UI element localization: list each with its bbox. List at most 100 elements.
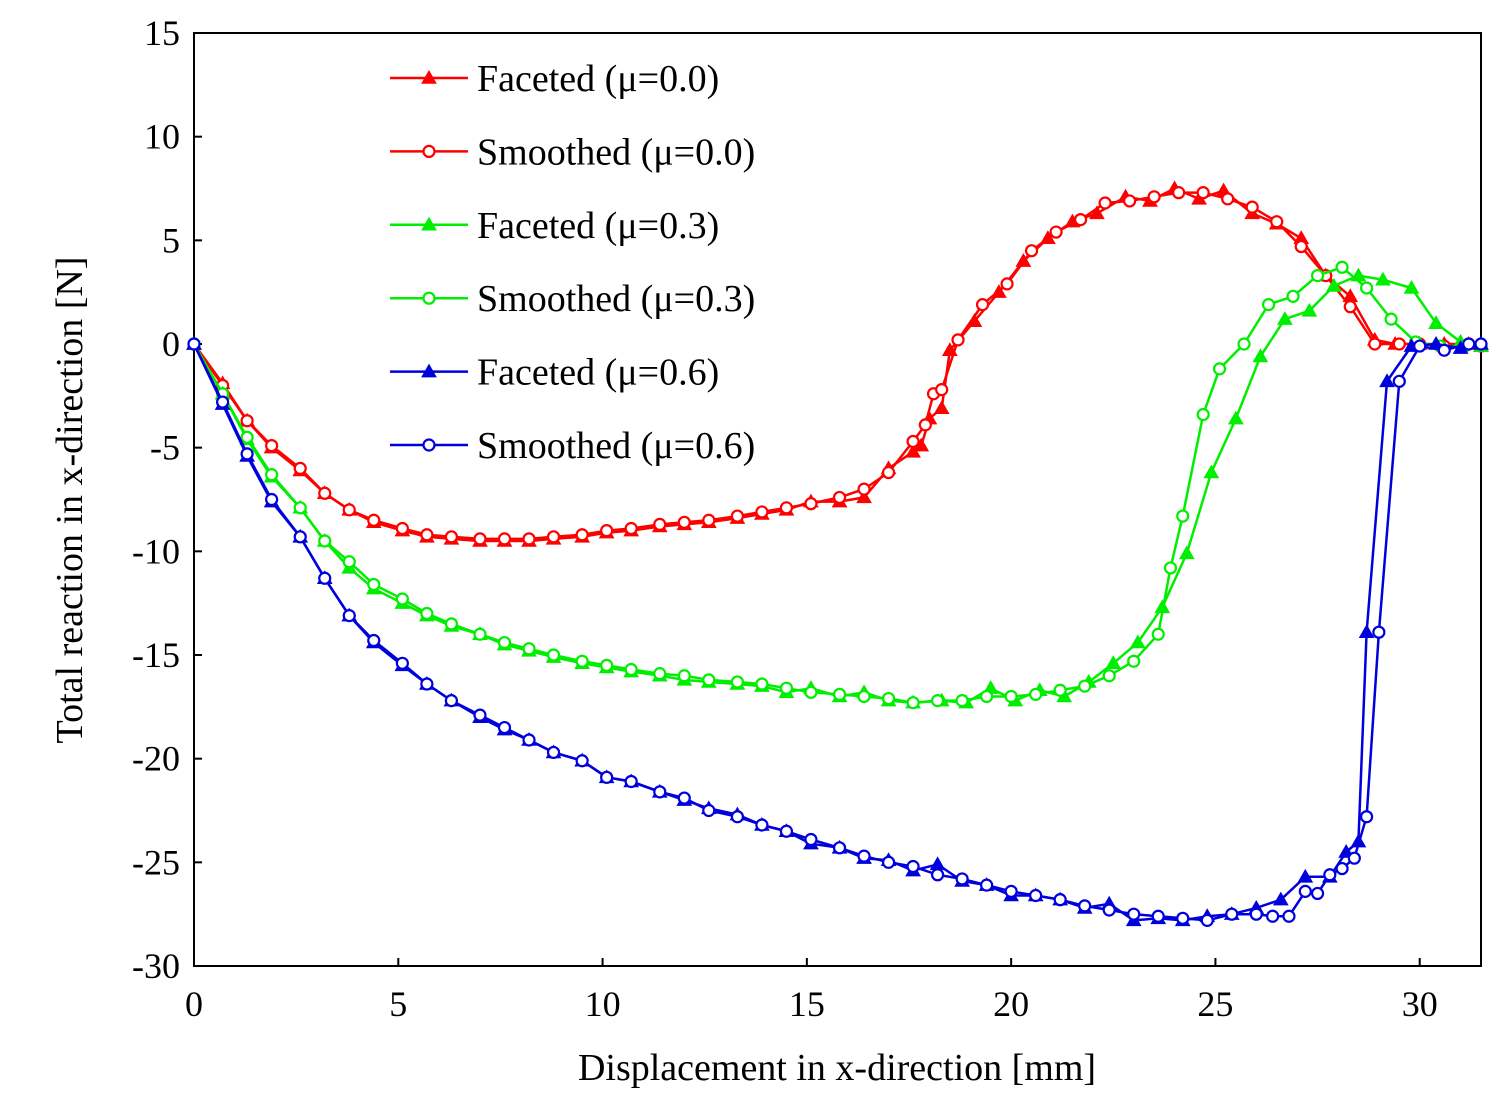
circle-marker: [1029, 888, 1043, 903]
circle-marker: [1249, 907, 1263, 921]
circle-marker: [935, 383, 949, 397]
circle-marker: [240, 447, 254, 461]
legend-swatch-marker: [422, 144, 436, 158]
legend-label: Smoothed (μ=0.0): [477, 131, 755, 173]
series-5: [186, 335, 1489, 927]
legend-swatch-marker: [421, 363, 437, 378]
circle-marker: [906, 696, 920, 710]
circle-marker: [881, 465, 896, 480]
circle-marker: [755, 677, 769, 691]
triangle-marker: [1178, 545, 1195, 560]
circle-marker: [420, 677, 434, 691]
circle-marker: [1335, 861, 1349, 876]
circle-marker: [546, 648, 561, 662]
y-tick-label: -25: [132, 842, 180, 882]
circle-marker: [187, 337, 201, 351]
circle-marker: [342, 555, 356, 569]
circle-marker: [918, 418, 932, 432]
circle-marker: [951, 333, 965, 347]
circle-marker: [575, 754, 589, 768]
circle-marker: [653, 517, 667, 531]
circle-marker: [1163, 561, 1178, 575]
series-line: [192, 191, 1482, 541]
circle-marker: [497, 532, 512, 546]
circle-marker: [1004, 689, 1018, 704]
circle-marker: [497, 635, 512, 650]
circle-marker: [395, 656, 409, 670]
circle-marker: [1000, 277, 1014, 291]
circle-marker: [779, 681, 794, 695]
y-tick-label: -5: [150, 428, 180, 468]
legend-item: Faceted (μ=0.3): [390, 205, 719, 247]
circle-marker: [342, 503, 356, 517]
triangle-marker: [933, 400, 950, 415]
circle-marker: [1384, 312, 1398, 326]
x-tick-label: 25: [1197, 984, 1233, 1024]
circle-marker: [677, 515, 691, 529]
triangle-marker: [1403, 280, 1420, 294]
circle-marker: [1172, 186, 1186, 200]
circle-marker: [265, 438, 279, 453]
circle-marker: [395, 521, 409, 536]
circle-marker: [906, 434, 920, 449]
circle-marker: [600, 658, 614, 672]
circle-marker: [444, 617, 458, 631]
triangle-marker: [1227, 410, 1244, 425]
x-tick-label: 20: [993, 984, 1029, 1024]
circle-marker: [1437, 343, 1451, 357]
circle-marker: [240, 414, 254, 428]
circle-marker: [522, 733, 536, 747]
circle-marker: [1392, 337, 1406, 351]
circle-marker: [955, 694, 969, 708]
circle-marker: [624, 662, 638, 677]
circle-marker: [1237, 337, 1251, 351]
circle-marker: [653, 785, 667, 799]
triangle-marker: [1326, 277, 1342, 292]
circle-marker: [318, 571, 332, 585]
series-line: [192, 274, 1482, 704]
circle-marker: [265, 492, 279, 507]
circle-marker: [755, 505, 769, 519]
circle-marker: [1024, 244, 1039, 258]
circle-marker: [1261, 298, 1276, 312]
circle-marker: [293, 461, 307, 475]
circle-marker: [1368, 337, 1382, 351]
circle-marker: [955, 872, 969, 886]
circle-marker: [1004, 884, 1018, 898]
circle-marker: [1053, 893, 1067, 907]
circle-marker: [832, 687, 847, 701]
x-tick-label: 0: [185, 984, 203, 1024]
legend-swatch-marker: [421, 216, 437, 231]
circle-marker: [420, 528, 434, 542]
circle-marker: [1053, 683, 1067, 697]
circle-marker: [677, 791, 691, 805]
circle-marker: [779, 501, 794, 515]
circle-marker: [1151, 627, 1165, 641]
circle-marker: [980, 689, 994, 704]
series-line: [192, 266, 1465, 704]
circle-marker: [293, 530, 307, 544]
circle-marker: [600, 770, 614, 784]
legend-label: Smoothed (μ=0.3): [477, 278, 755, 320]
circle-marker: [1176, 509, 1190, 523]
triangle-marker: [1428, 315, 1444, 330]
circle-marker: [857, 849, 871, 863]
circle-marker: [1102, 669, 1116, 683]
circle-marker: [1127, 907, 1141, 921]
circle-marker: [702, 803, 716, 818]
circle-marker: [1078, 899, 1092, 913]
circle-marker: [730, 810, 745, 824]
circle-marker: [1212, 362, 1227, 376]
triangle-marker: [1297, 868, 1314, 883]
circle-marker: [1098, 196, 1112, 210]
circle-marker: [575, 528, 589, 542]
circle-marker: [1286, 289, 1300, 303]
series-line: [192, 342, 1482, 922]
legend-label: Faceted (μ=0.0): [477, 58, 719, 100]
plot-area-frame: [193, 32, 1482, 967]
circle-marker: [444, 694, 458, 708]
triangle-marker: [929, 856, 946, 871]
circle-marker: [1462, 337, 1476, 351]
triangle-marker: [1105, 655, 1122, 670]
